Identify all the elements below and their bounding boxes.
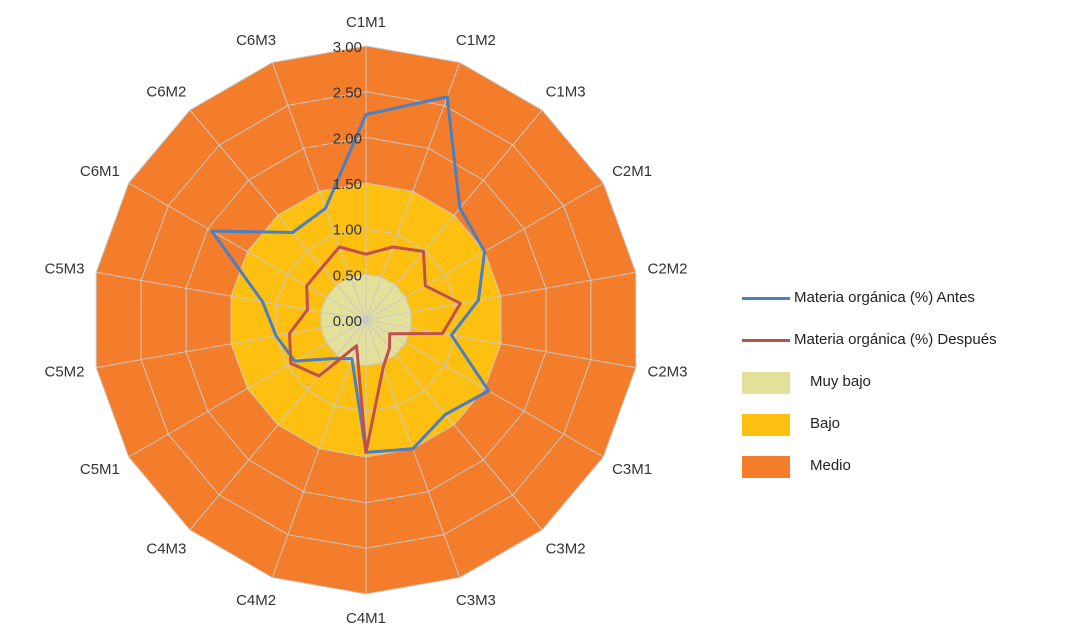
category-label-c3m1: C3M1: [612, 461, 652, 478]
legend-item-despues: Materia orgánica (%) Después: [740, 328, 1080, 370]
category-label-c4m3: C4M3: [146, 540, 186, 557]
spoke-c6m3: [271, 62, 367, 321]
category-label-c4m1: C4M1: [346, 610, 386, 627]
spoke-c1m3: [365, 109, 543, 321]
category-label-c1m2: C1M2: [456, 32, 496, 49]
legend-item-antes: Materia orgánica (%) Antes: [740, 286, 1080, 328]
spoke-c1m2: [365, 62, 461, 321]
spoke-c5m3: [96, 271, 367, 321]
tick-label-1: 0.50: [333, 267, 362, 284]
legend-swatch-medio: [742, 456, 790, 478]
category-label-c1m1: C1M1: [346, 14, 386, 31]
tick-label-4: 2.00: [333, 130, 362, 147]
category-label-c1m3: C1M3: [546, 84, 586, 101]
legend-label-bajo: Bajo: [810, 415, 841, 432]
legend-label-despues: Materia orgánica (%) Después: [794, 331, 997, 348]
category-label-c6m3: C6M3: [236, 32, 276, 49]
spoke-c4m2: [271, 319, 367, 578]
category-label-c3m2: C3M2: [546, 540, 586, 557]
legend-label-muy-bajo: Muy bajo: [810, 373, 871, 390]
category-label-c2m1: C2M1: [612, 163, 652, 180]
category-label-c3m3: C3M3: [456, 592, 496, 609]
legend-line-antes: [742, 297, 790, 300]
spoke-c2m3: [365, 319, 636, 369]
tick-label-5: 2.50: [333, 85, 362, 102]
legend-item-medio: Medio: [740, 454, 1080, 496]
category-label-c4m2: C4M2: [236, 592, 276, 609]
spoke-c6m1: [128, 182, 367, 321]
category-label-c5m3: C5M3: [44, 260, 84, 277]
category-label-c2m3: C2M3: [648, 364, 688, 381]
legend-line-despues: [742, 339, 790, 342]
spoke-c5m1: [128, 319, 367, 458]
spoke-c2m2: [365, 271, 636, 321]
category-label-c6m1: C6M1: [80, 163, 120, 180]
legend-label-medio: Medio: [810, 457, 851, 474]
category-label-c2m2: C2M2: [648, 260, 688, 277]
tick-label-2: 1.00: [333, 222, 362, 239]
spoke-c6m2: [189, 109, 367, 321]
legend-item-muy-bajo: Muy bajo: [740, 370, 1080, 412]
legend-swatch-muy-bajo: [742, 372, 790, 394]
category-label-c5m2: C5M2: [44, 364, 84, 381]
legend-label-antes: Materia orgánica (%) Antes: [794, 289, 975, 306]
legend: Materia orgánica (%) Antes Materia orgán…: [740, 286, 1080, 496]
tick-label-0: 0.00: [333, 313, 362, 330]
legend-swatch-bajo: [742, 414, 790, 436]
spoke-c5m2: [96, 319, 367, 369]
tick-label-3: 1.50: [333, 176, 362, 193]
spoke-c3m2: [365, 319, 543, 531]
category-label-c6m2: C6M2: [146, 84, 186, 101]
spoke-c4m3: [189, 319, 367, 531]
category-label-c5m1: C5M1: [80, 461, 120, 478]
tick-label-6: 3.00: [333, 39, 362, 56]
legend-item-bajo: Bajo: [740, 412, 1080, 454]
spoke-c3m1: [365, 319, 604, 458]
series-line-despues: [288, 245, 462, 454]
